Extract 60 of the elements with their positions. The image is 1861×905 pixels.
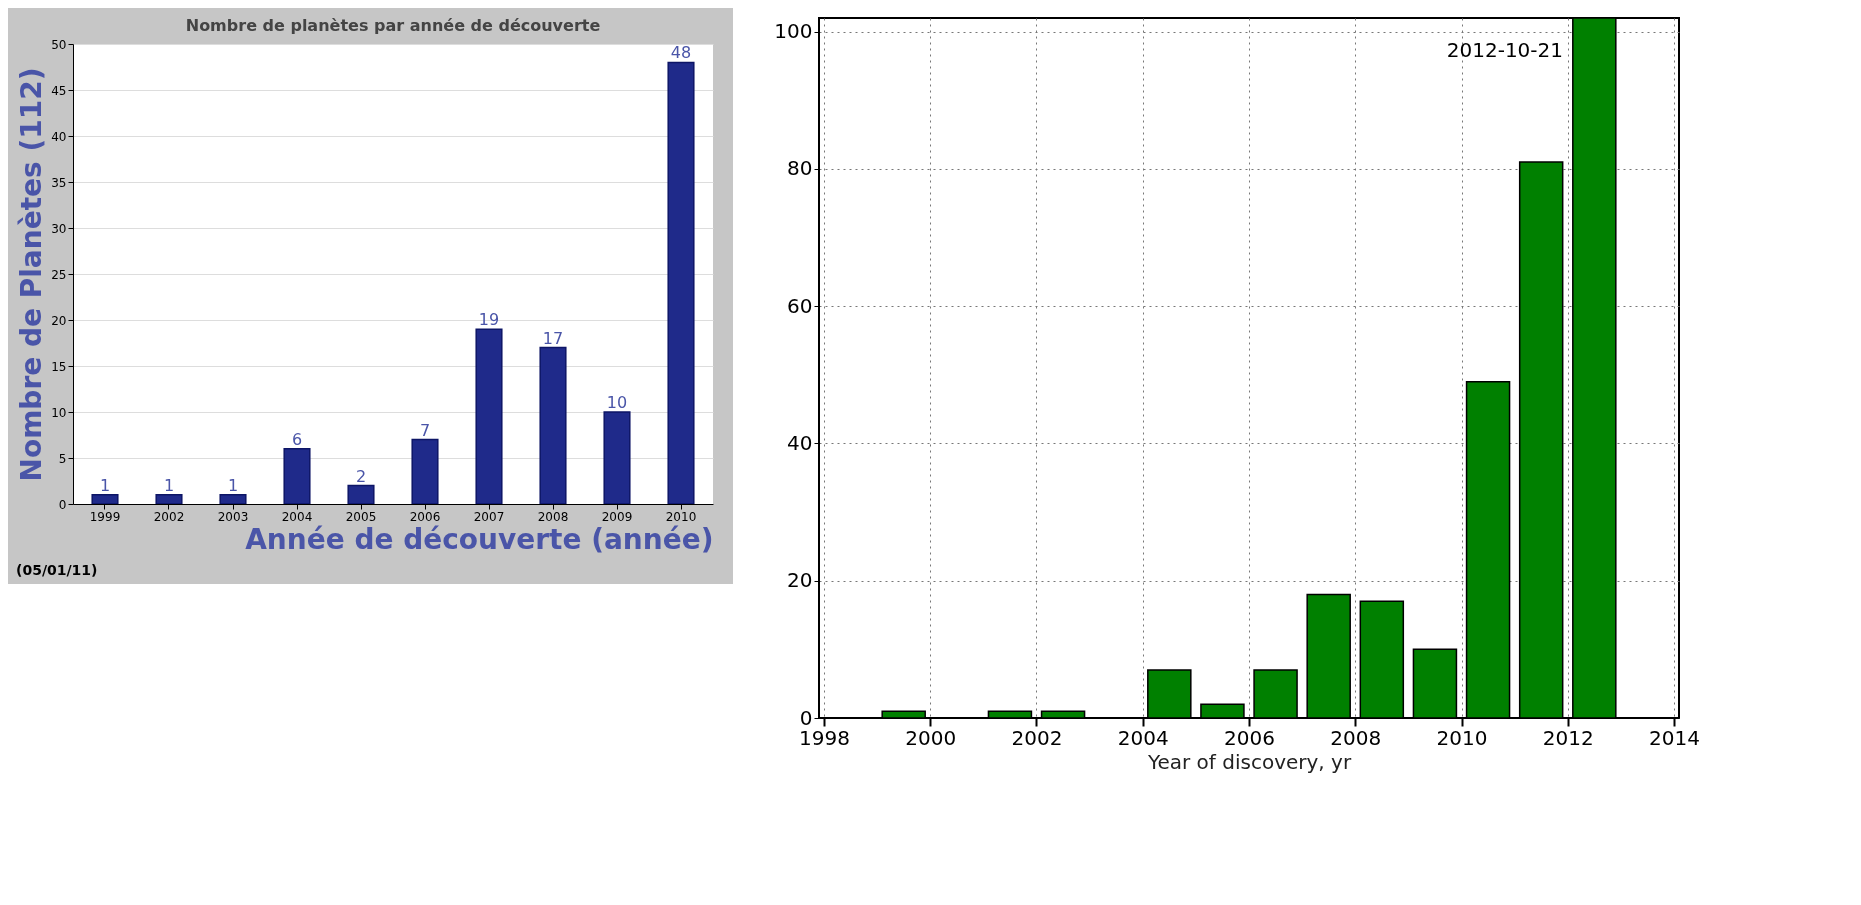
bar [539,346,567,504]
x-tick-label: 2008 [537,509,569,524]
y-tick-label: 25 [51,267,67,282]
x-tick-label: 2006 [1224,725,1275,750]
data-label: 1 [163,475,175,495]
y-tick-label: 0 [58,497,67,512]
y-tick-label: 30 [51,221,67,236]
x-tick-label: 2002 [1011,725,1063,750]
x-axis-title: Year of discovery, yr [1146,749,1352,774]
y-tick-label: 100 [774,19,813,44]
bar [219,494,247,504]
y-tick-label: 35 [51,175,67,190]
bar [667,61,695,504]
text: (05/01/11) [16,562,98,578]
bar [411,438,439,504]
y-tick-label: 15 [51,359,67,374]
y-tick-label: 20 [787,568,813,593]
x-tick-label: 2008 [1330,725,1382,750]
x-tick-label: 2007 [473,509,505,524]
x-tick-label: 2012 [1542,725,1594,750]
data-label: 17 [542,328,564,348]
y-tick-label: 40 [51,129,67,144]
y-tick-label: 20 [51,313,67,328]
data-label: 7 [419,420,431,440]
y-axis-title: Nombre de Planètes (112) [15,67,49,482]
x-tick-label: 2004 [281,509,313,524]
bar [603,411,631,504]
bar [475,328,503,504]
x-tick-label: 2010 [665,509,697,524]
data-label: 6 [291,429,303,449]
y-tick-label: 45 [51,83,67,98]
y-tick-label: 5 [58,451,67,466]
y-tick-label: 80 [787,156,813,181]
bar [347,484,375,504]
x-tick-label: 2005 [345,509,377,524]
x-axis-title: Année de découverte (année) [245,522,714,556]
x-tick-label: 2006 [409,509,441,524]
x-tick-label: 2014 [1649,725,1700,750]
x-tick-label: 2002 [153,509,185,524]
data-label: 10 [606,393,628,412]
x-tick-label: 2003 [217,509,249,524]
x-tick-label: 2009 [601,509,633,524]
bar [283,448,311,504]
annotation: 2012-10-21 [1445,38,1563,62]
data-label: 1 [227,475,239,495]
x-tick-label: 2004 [1117,725,1169,750]
x-tick-label: 1999 [89,509,121,524]
data-label: 2 [355,466,367,486]
y-tick-label: 60 [787,293,813,318]
x-tick-label: 2000 [905,725,957,750]
y-tick-label: 40 [787,430,813,455]
data-label: 48 [670,43,692,63]
data-label: 1 [99,475,111,495]
x-tick-label: 2010 [1436,725,1488,750]
chart-title: Nombre de planètes par année de découverte [185,16,601,35]
y-tick-label: 10 [51,405,67,420]
y-tick-label: 50 [51,37,67,52]
bar [155,494,183,504]
bar [91,494,119,504]
data-label: 19 [478,310,500,330]
